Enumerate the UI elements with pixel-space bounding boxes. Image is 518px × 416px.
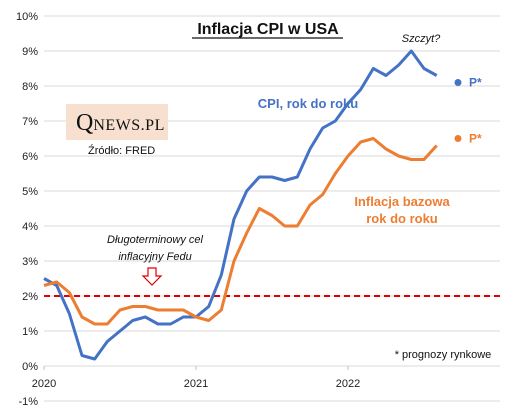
projection-point [454,79,462,86]
core-series-label-line2: rok do roku [366,211,438,226]
fed-target-annotation-line2: inflacyjny Fedu [118,251,191,263]
footnote: * prognozy rynkowe [395,349,492,361]
core-inflation-line [43,137,438,326]
peak-annotation: Szczyt? [402,33,441,45]
brand-logo-q: Q [76,110,94,136]
cpi-line [43,49,438,361]
projection-label: P* [469,132,482,146]
y-tick-label: 3% [22,256,38,268]
y-tick-label: -1% [18,396,38,408]
brand-badge [66,104,168,140]
gridlines [44,15,500,402]
y-tick-label: 9% [22,46,38,58]
brand-logo: QNEWS.PL [76,110,165,137]
core-series-label-line1: Inflacja bazowa [354,194,450,209]
y-tick-label: 10% [16,11,38,23]
x-tick-label: 2022 [336,378,360,390]
fed-target-annotation-line1: Długoterminowy cel [107,234,204,246]
projection-markers: P* P* [454,76,482,146]
chart-title: Inflacja CPI w USA [197,21,339,38]
y-axis-ticks: 10% 9% 8% 7% 6% 5% 4% 3% 2% 1% 0% -1% [16,11,38,408]
x-axis-ticks: 2020 2021 2022 [32,366,360,390]
down-arrow-icon [141,267,163,286]
projection-point [454,135,462,142]
projection-label: P* [469,76,482,90]
y-tick-label: 8% [22,81,38,93]
brand-logo-text: NEWS.PL [93,117,165,134]
cpi-series-label: CPI, rok do roku [258,96,358,111]
x-tick-label: 2021 [184,378,208,390]
y-tick-label: 7% [22,116,38,128]
y-tick-label: 0% [22,361,38,373]
series-lines [43,49,438,361]
source-label: Źródło: FRED [88,145,156,157]
y-tick-label: 4% [22,221,38,233]
y-tick-label: 6% [22,151,38,163]
y-tick-label: 5% [22,186,38,198]
y-tick-label: 2% [22,291,38,303]
y-tick-label: 1% [22,326,38,338]
x-tick-label: 2020 [32,378,56,390]
